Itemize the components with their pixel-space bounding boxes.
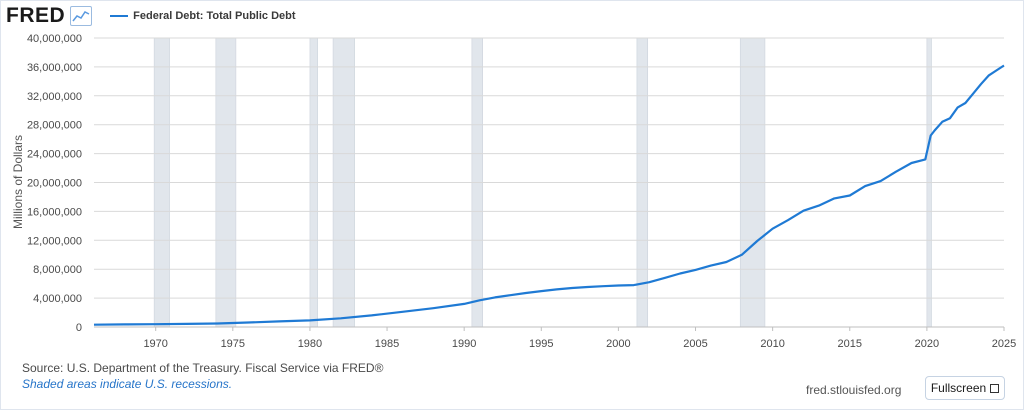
x-tick-label: 1990 [452, 338, 476, 350]
y-tick-label: 32,000,000 [27, 91, 82, 103]
y-tick-label: 20,000,000 [27, 178, 82, 190]
y-tick-label: 12,000,000 [27, 235, 82, 247]
y-axis-label: Millions of Dollars [11, 135, 25, 229]
recession-note: Shaded areas indicate U.S. recessions. [22, 377, 233, 391]
fullscreen-label: Fullscreen [930, 381, 987, 395]
legend: Federal Debt: Total Public Debt [110, 10, 296, 22]
x-tick-label: 1970 [143, 338, 167, 350]
chart-header: FRED Federal Debt: Total Public Debt [6, 4, 296, 28]
x-tick-label: 2020 [915, 338, 939, 350]
x-tick-label: 1995 [529, 338, 553, 350]
x-axis-ticks: 1970 1975 1980 1985 1990 1995 2000 2005 2010 2015… [94, 326, 1016, 350]
y-tick-label: 8,000,000 [33, 264, 82, 276]
x-tick-label: 2005 [683, 338, 707, 350]
y-tick-label: 4,000,000 [33, 293, 82, 305]
y-tick-label: 0 [76, 322, 82, 334]
line-chart-icon [70, 6, 93, 26]
y-tick-label: 24,000,000 [27, 149, 82, 161]
series [93, 64, 1005, 326]
fred-logo[interactable]: FRED [6, 4, 66, 27]
x-tick-label: 2000 [606, 338, 630, 350]
y-tick-label: 36,000,000 [27, 62, 82, 74]
x-tick-label: 2025 [992, 338, 1016, 350]
source-text: Source: U.S. Department of the Treasury.… [22, 361, 384, 375]
legend-label: Federal Debt: Total Public Debt [133, 10, 296, 22]
fullscreen-button[interactable]: Fullscreen [925, 376, 1005, 400]
y-tick-label: 28,000,000 [27, 120, 82, 132]
fred-url[interactable]: fred.stlouisfed.org [806, 383, 902, 397]
x-tick-label: 2015 [838, 338, 862, 350]
x-tick-label: 2010 [760, 338, 784, 350]
expand-icon [990, 383, 1000, 393]
line-chart: 0 4,000,000 8,000,000 12,000,000 16,000,000 2… [11, 33, 1016, 350]
x-tick-label: 1985 [375, 338, 399, 350]
series-line-0 [93, 64, 1005, 326]
x-tick-label: 1980 [298, 338, 322, 350]
y-axis-ticks: 0 4,000,000 8,000,000 12,000,000 16,000,000 2… [27, 33, 82, 334]
y-tick-label: 16,000,000 [27, 206, 82, 218]
x-tick-label: 1975 [221, 338, 245, 350]
y-tick-label: 40,000,000 [27, 33, 82, 45]
legend-swatch [110, 15, 129, 17]
